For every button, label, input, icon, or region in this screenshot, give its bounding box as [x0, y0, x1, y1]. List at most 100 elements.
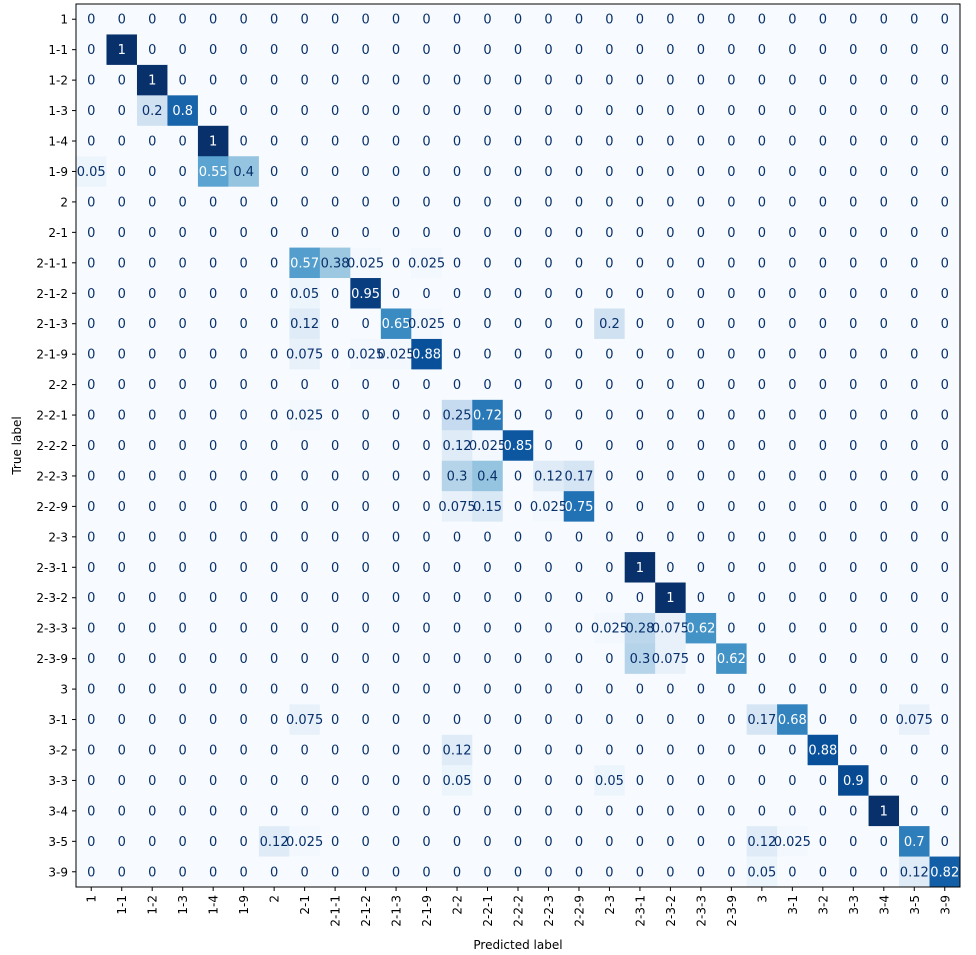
heatmap-cell [106, 308, 138, 340]
cell-value: 0 [605, 378, 613, 393]
heatmap-cell [899, 156, 930, 188]
heatmap-cell [685, 4, 717, 35]
heatmap-cell [716, 491, 748, 523]
heatmap-cell [289, 278, 321, 309]
cell-value: 0 [727, 500, 735, 515]
cell-value: 0 [361, 409, 369, 424]
heatmap-cell [838, 430, 869, 462]
cell-value: 0 [87, 43, 95, 58]
cell-value: 0 [727, 591, 735, 606]
heatmap-cell [807, 369, 839, 401]
cell-value: 0.025 [347, 348, 384, 363]
cell-value: 0 [270, 348, 278, 363]
cell-value: 0 [209, 804, 217, 819]
heatmap-cell [380, 64, 412, 96]
cell-value: 0 [422, 713, 430, 728]
cell-value: 0 [727, 530, 735, 545]
x-tick-label: 2-1-3 [390, 895, 404, 927]
heatmap-cell [76, 399, 107, 431]
cell-value: 0 [697, 135, 705, 150]
cell-value: 0 [422, 500, 430, 515]
heatmap-cell [563, 582, 595, 614]
heatmap-cell [380, 765, 412, 797]
cell-value: 0 [544, 835, 552, 850]
cell-value: 0 [240, 622, 248, 637]
cell-value: 0 [849, 469, 857, 484]
heatmap-cell [136, 521, 168, 553]
cell-value: 0 [240, 683, 248, 698]
cell-value: 0 [331, 135, 339, 150]
cell-value: 0 [148, 13, 156, 28]
cell-value: 0 [819, 774, 827, 789]
heatmap-cell [685, 64, 717, 96]
cell-value: 0 [87, 378, 95, 393]
cell-value: 0 [727, 287, 735, 302]
cell-value: 0 [179, 74, 187, 89]
cell-value: 0 [209, 530, 217, 545]
cell-value: 0 [727, 439, 735, 454]
cell-value: 0 [880, 683, 888, 698]
cell-value: 0 [575, 591, 583, 606]
heatmap-cell [624, 826, 656, 857]
heatmap-cell [350, 217, 382, 248]
cell-value: 0 [727, 774, 735, 789]
heatmap-cell [319, 399, 351, 431]
heatmap-cell [899, 552, 930, 583]
heatmap-cell [502, 4, 534, 35]
cell-value: 0 [270, 743, 278, 758]
cell-value: 0 [118, 287, 126, 302]
heatmap-cell [899, 369, 930, 401]
cell-value: 0 [636, 865, 644, 880]
cell-value: 0 [240, 409, 248, 424]
cell-value: 0 [331, 226, 339, 241]
heatmap-cell [380, 338, 412, 370]
cell-value: 0 [727, 743, 735, 758]
x-tick-label: 2-1-9 [420, 895, 434, 927]
heatmap-cell [807, 612, 839, 644]
cell-value: 0 [666, 13, 674, 28]
heatmap-cell [716, 399, 748, 431]
cell-value: 0 [453, 348, 461, 363]
heatmap-cell [838, 247, 869, 279]
heatmap-cell [289, 734, 321, 766]
heatmap-cell [868, 247, 900, 279]
cell-value: 0 [118, 713, 126, 728]
cell-value: 0 [300, 652, 308, 667]
heatmap-cell [594, 643, 626, 675]
cell-value: 0 [575, 348, 583, 363]
heatmap-cell [411, 795, 443, 827]
heatmap-cell [380, 734, 412, 766]
heatmap-cell [899, 673, 930, 705]
heatmap-cell [167, 460, 199, 492]
cell-value: 0 [849, 622, 857, 637]
heatmap-cell [807, 643, 839, 675]
heatmap-cell [685, 826, 717, 857]
heatmap-cell [868, 308, 900, 340]
cell-value: 0 [514, 256, 522, 271]
cell-value: 0 [758, 743, 766, 758]
cell-value: 0 [209, 287, 217, 302]
heatmap-cell [533, 521, 565, 553]
cell-value: 0 [331, 865, 339, 880]
heatmap-cell [350, 460, 382, 492]
cell-value: 0 [941, 530, 949, 545]
cell-value: 0 [666, 195, 674, 210]
cell-value: 0 [240, 652, 248, 667]
heatmap-cell [106, 278, 138, 309]
heatmap-cell [472, 430, 504, 462]
heatmap-cell [838, 612, 869, 644]
cell-value: 0 [179, 256, 187, 271]
cell-value: 0 [605, 256, 613, 271]
cell-value: 0 [880, 135, 888, 150]
heatmap-cell [441, 430, 473, 462]
x-tick-label: 2-2-2 [512, 895, 526, 927]
x-tick-label: 2 [268, 895, 282, 903]
cell-value: 0 [788, 683, 796, 698]
cell-value: 0 [453, 530, 461, 545]
heatmap-cell [807, 125, 839, 157]
heatmap-cell [167, 643, 199, 675]
cell-value: 0 [575, 74, 583, 89]
x-tick-label: 3-3 [847, 895, 861, 915]
cell-value: 0 [605, 135, 613, 150]
x-tick-label: 3-1 [786, 895, 800, 915]
